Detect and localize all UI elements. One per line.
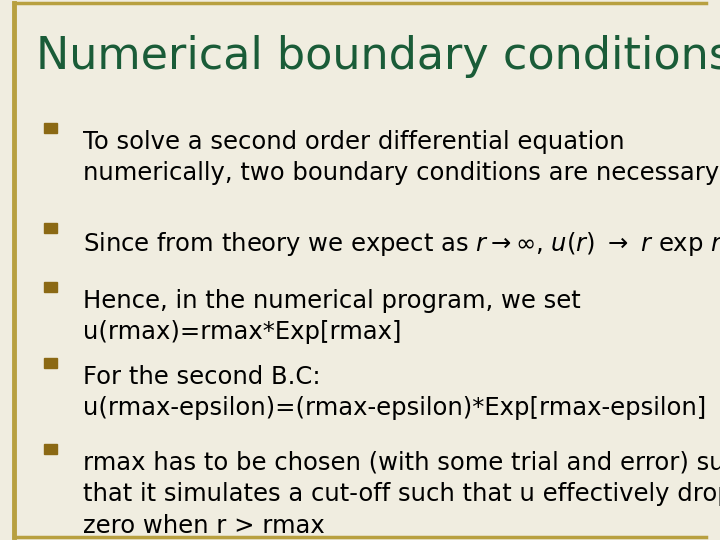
Text: Numerical boundary conditions: Numerical boundary conditions	[36, 35, 720, 78]
FancyBboxPatch shape	[44, 444, 57, 454]
Text: Since from theory we expect as $r\rightarrow\infty$, $u(r)$ $\rightarrow$ $r$ ex: Since from theory we expect as $r\righta…	[83, 230, 720, 258]
FancyBboxPatch shape	[44, 123, 57, 133]
Text: For the second B.C:
u(rmax-epsilon)=(rmax-epsilon)*Exp[rmax-epsilon]: For the second B.C: u(rmax-epsilon)=(rma…	[83, 364, 706, 420]
Text: rmax has to be chosen (with some trial and error) such
that it simulates a cut-o: rmax has to be chosen (with some trial a…	[83, 451, 720, 538]
FancyBboxPatch shape	[44, 223, 57, 233]
FancyBboxPatch shape	[44, 358, 57, 368]
FancyBboxPatch shape	[44, 282, 57, 292]
Text: Hence, in the numerical program, we set
u(rmax)=rmax*Exp[rmax]: Hence, in the numerical program, we set …	[83, 289, 580, 345]
Text: To solve a second order differential equation
numerically, two boundary conditio: To solve a second order differential equ…	[83, 130, 719, 185]
